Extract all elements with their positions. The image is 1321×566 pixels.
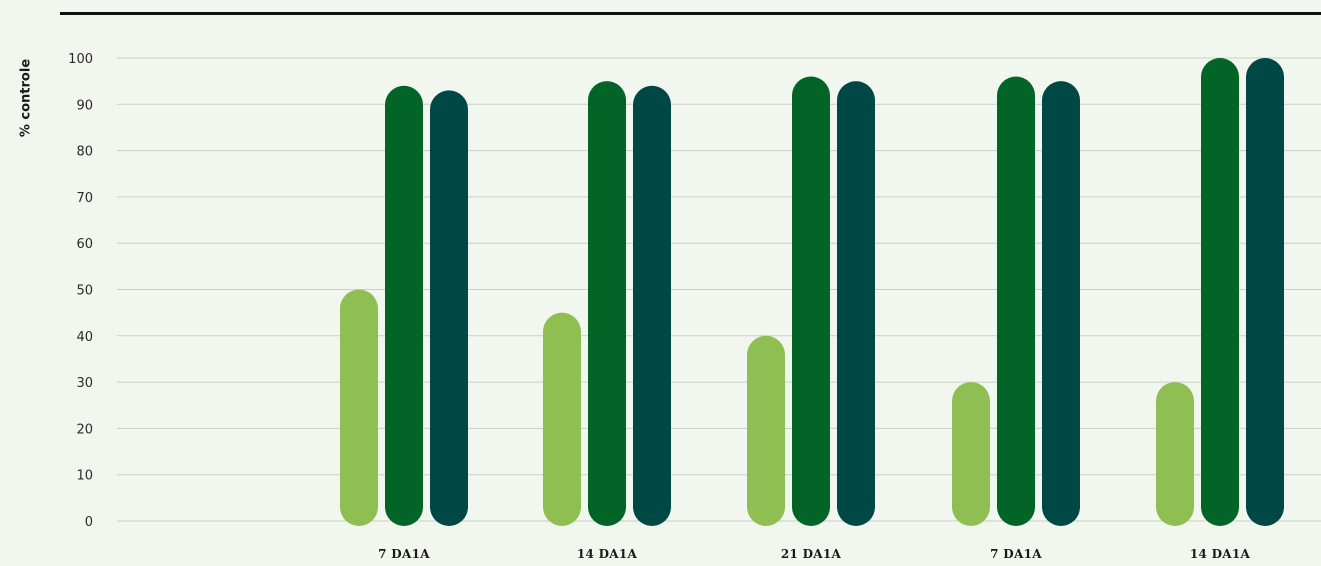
y-tick-label: 100 — [68, 52, 93, 67]
x-category-label: 14 DA1A — [577, 547, 638, 561]
y-tick-label: 60 — [76, 237, 93, 252]
x-category-label: 7 DA1A — [990, 547, 1042, 561]
bar — [385, 85, 423, 526]
x-category-label: 7 DA1A — [378, 547, 430, 561]
bar — [837, 81, 875, 527]
y-tick-label: 90 — [76, 98, 93, 113]
x-category-label: 21 DA1A — [781, 547, 842, 561]
bar — [747, 335, 785, 526]
bar — [1156, 382, 1194, 526]
y-tick-label: 20 — [76, 422, 93, 437]
x-category-labels: 7 DA1A 14 DA1A 21 DA1A 7 DA1A 14 DA1A — [378, 547, 1250, 561]
y-tick-label: 10 — [76, 469, 93, 484]
y-tick-label: 70 — [76, 191, 93, 206]
bar — [792, 76, 830, 527]
y-tick-label: 0 — [85, 515, 93, 530]
bar — [543, 312, 581, 526]
bar — [1246, 58, 1284, 526]
bar — [952, 382, 990, 526]
gridlines — [117, 57, 1321, 522]
top-rule — [60, 12, 1321, 15]
y-tick-label: 40 — [76, 330, 93, 345]
y-tick-label: 30 — [76, 376, 93, 391]
bar — [1042, 81, 1080, 527]
bar — [588, 81, 626, 527]
y-tick-label: 80 — [76, 145, 93, 160]
bar — [633, 85, 671, 526]
x-category-label: 14 DA1A — [1190, 547, 1251, 561]
y-tick-labels: 0 10 20 30 40 50 60 70 80 90 100 — [68, 52, 93, 530]
bar — [1201, 58, 1239, 526]
bars — [340, 58, 1284, 527]
y-tick-label: 50 — [76, 284, 93, 299]
bar — [997, 76, 1035, 527]
bar — [430, 90, 468, 526]
bar — [340, 289, 378, 526]
